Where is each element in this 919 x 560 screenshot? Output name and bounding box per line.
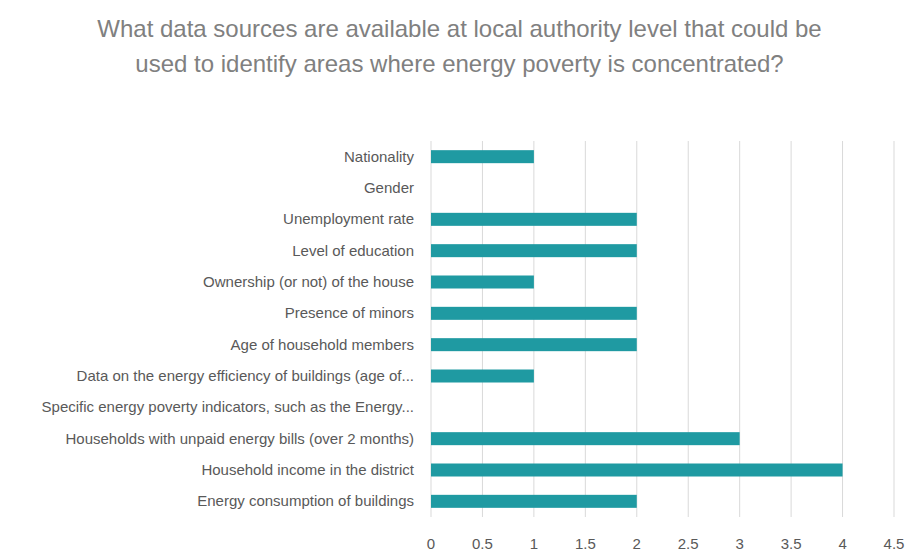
- tick-label: 3: [735, 535, 743, 552]
- tick-label: 2.5: [678, 535, 699, 552]
- grid-line: [739, 141, 740, 517]
- category-label: Nationality: [344, 148, 415, 165]
- bar: [431, 182, 432, 195]
- bars: [431, 150, 843, 508]
- category-label: Households with unpaid energy bills (ove…: [65, 430, 414, 447]
- bar: [431, 213, 637, 226]
- category-label: Ownership (or not) of the house: [203, 273, 414, 290]
- grid-line: [688, 141, 689, 517]
- category-label: Level of education: [292, 242, 414, 259]
- bar: [431, 244, 637, 257]
- grid-line: [431, 141, 432, 517]
- tick-label: 4.5: [884, 535, 905, 552]
- bar: [431, 276, 534, 289]
- bar: [431, 464, 843, 477]
- bar: [431, 150, 534, 163]
- chart-container: What data sources are available at local…: [0, 0, 919, 560]
- bar: [431, 370, 534, 383]
- category-label: Age of household members: [231, 336, 414, 353]
- grid-line: [533, 141, 534, 517]
- chart-title: What data sources are available at local…: [97, 15, 821, 77]
- tick-label: 0.5: [472, 535, 493, 552]
- tick-label: 3.5: [781, 535, 802, 552]
- tick-label: 4: [838, 535, 846, 552]
- bar: [431, 495, 637, 508]
- tick-label: 1.5: [575, 535, 596, 552]
- category-label: Gender: [364, 179, 414, 196]
- tick-label: 0: [427, 535, 435, 552]
- category-label: Energy consumption of buildings: [197, 492, 414, 509]
- chart-svg: What data sources are available at local…: [0, 0, 919, 560]
- bar: [431, 401, 432, 414]
- category-label: Specific energy poverty indicators, such…: [42, 398, 414, 415]
- grid: [431, 141, 894, 517]
- grid-line: [791, 141, 792, 517]
- grid-line: [482, 141, 483, 517]
- grid-line: [585, 141, 586, 517]
- grid-line: [894, 141, 895, 517]
- grid-line: [636, 141, 637, 517]
- category-label: Data on the energy efficiency of buildin…: [77, 367, 414, 384]
- bar: [431, 338, 637, 351]
- category-label: Household income in the district: [201, 461, 414, 478]
- category-label: Unemployment rate: [283, 210, 414, 227]
- grid-line: [842, 141, 843, 517]
- bar: [431, 307, 637, 320]
- tick-label: 2: [633, 535, 641, 552]
- category-label: Presence of minors: [285, 304, 414, 321]
- tick-label: 1: [530, 535, 538, 552]
- bar: [431, 432, 740, 445]
